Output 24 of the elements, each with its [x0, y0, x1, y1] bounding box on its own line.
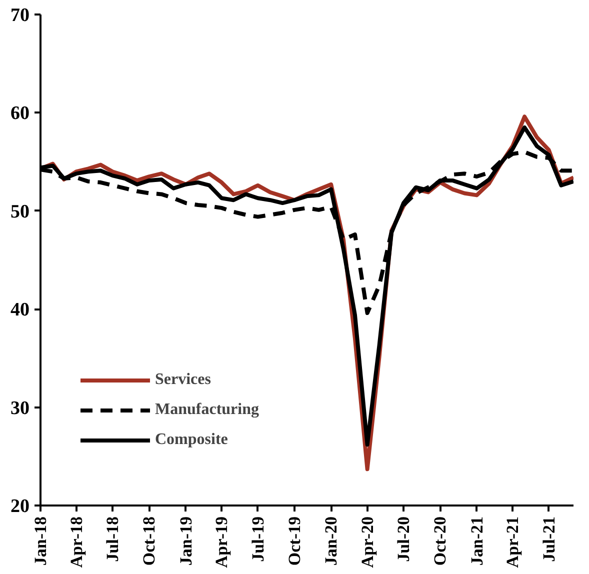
- y-tick-label: 20: [10, 496, 30, 517]
- x-tick-label: Jul-18: [103, 516, 122, 562]
- y-tick-label: 70: [10, 5, 30, 26]
- legend-label: Manufacturing: [155, 401, 259, 419]
- legend-label: Services: [155, 371, 211, 389]
- x-tick-label: Jan-19: [176, 516, 196, 566]
- x-tick-label: Apr-19: [212, 516, 232, 568]
- x-tick-label: Jan-21: [467, 516, 486, 566]
- x-tick-label: Oct-20: [430, 516, 450, 566]
- x-tick-label: Jan-18: [31, 516, 50, 566]
- x-tick-label: Oct-18: [140, 516, 159, 566]
- x-tick-label: Jul-19: [248, 516, 268, 562]
- y-tick-label: 60: [10, 103, 30, 124]
- x-tick-label: Jan-20: [322, 516, 341, 566]
- x-tick-label: Apr-21: [503, 516, 522, 568]
- x-tick-label: Apr-20: [358, 516, 377, 568]
- x-tick-label: Jul-21: [539, 516, 558, 562]
- x-tick-label: Oct-19: [284, 516, 304, 566]
- y-tick-label: 50: [10, 201, 30, 222]
- x-tick-label: Apr-18: [66, 516, 86, 568]
- x-tick-label: Jul-20: [394, 516, 414, 562]
- y-tick-label: 30: [10, 398, 30, 419]
- y-tick-label: 40: [10, 300, 30, 321]
- legend-label: Composite: [155, 431, 228, 449]
